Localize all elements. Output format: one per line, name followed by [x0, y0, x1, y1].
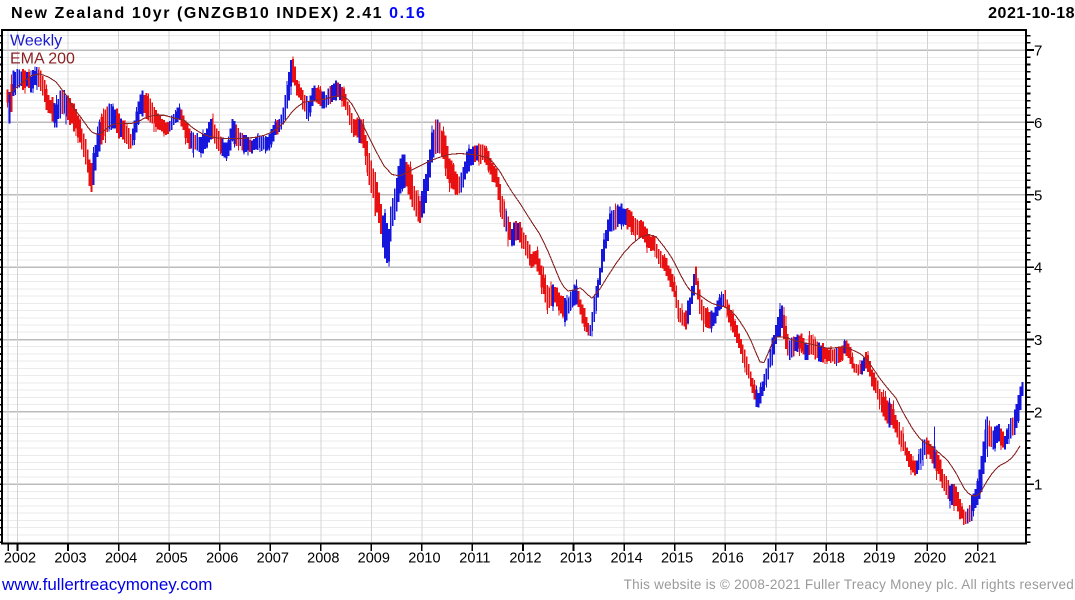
- svg-text:2007: 2007: [257, 551, 289, 567]
- svg-text:2014: 2014: [610, 551, 642, 567]
- svg-text:2020: 2020: [914, 551, 946, 567]
- svg-text:EMA 200: EMA 200: [10, 51, 75, 68]
- svg-text:2016: 2016: [712, 551, 744, 567]
- svg-text:2: 2: [1034, 404, 1042, 421]
- svg-text:2019: 2019: [863, 551, 895, 567]
- svg-text:Weekly: Weekly: [10, 33, 62, 50]
- svg-text:5: 5: [1034, 187, 1042, 204]
- svg-text:2005: 2005: [155, 551, 187, 567]
- svg-text:6: 6: [1034, 115, 1042, 132]
- svg-text:1: 1: [1034, 477, 1042, 494]
- svg-text:2012: 2012: [509, 551, 541, 567]
- svg-text:2003: 2003: [54, 551, 86, 567]
- svg-text:2008: 2008: [307, 551, 339, 567]
- svg-text:2015: 2015: [661, 551, 693, 567]
- svg-text:3: 3: [1034, 332, 1042, 349]
- svg-text:4: 4: [1034, 260, 1042, 277]
- svg-text:2004: 2004: [105, 551, 137, 567]
- svg-text:2017: 2017: [762, 551, 794, 567]
- svg-text:2010: 2010: [408, 551, 440, 567]
- svg-text:2021: 2021: [964, 551, 996, 567]
- svg-text:7: 7: [1034, 43, 1042, 60]
- svg-text:2002: 2002: [4, 551, 36, 567]
- svg-text:2011: 2011: [459, 551, 490, 567]
- svg-text:2006: 2006: [206, 551, 238, 567]
- svg-text:2018: 2018: [813, 551, 845, 567]
- svg-text:2009: 2009: [358, 551, 390, 567]
- svg-text:2013: 2013: [560, 551, 592, 567]
